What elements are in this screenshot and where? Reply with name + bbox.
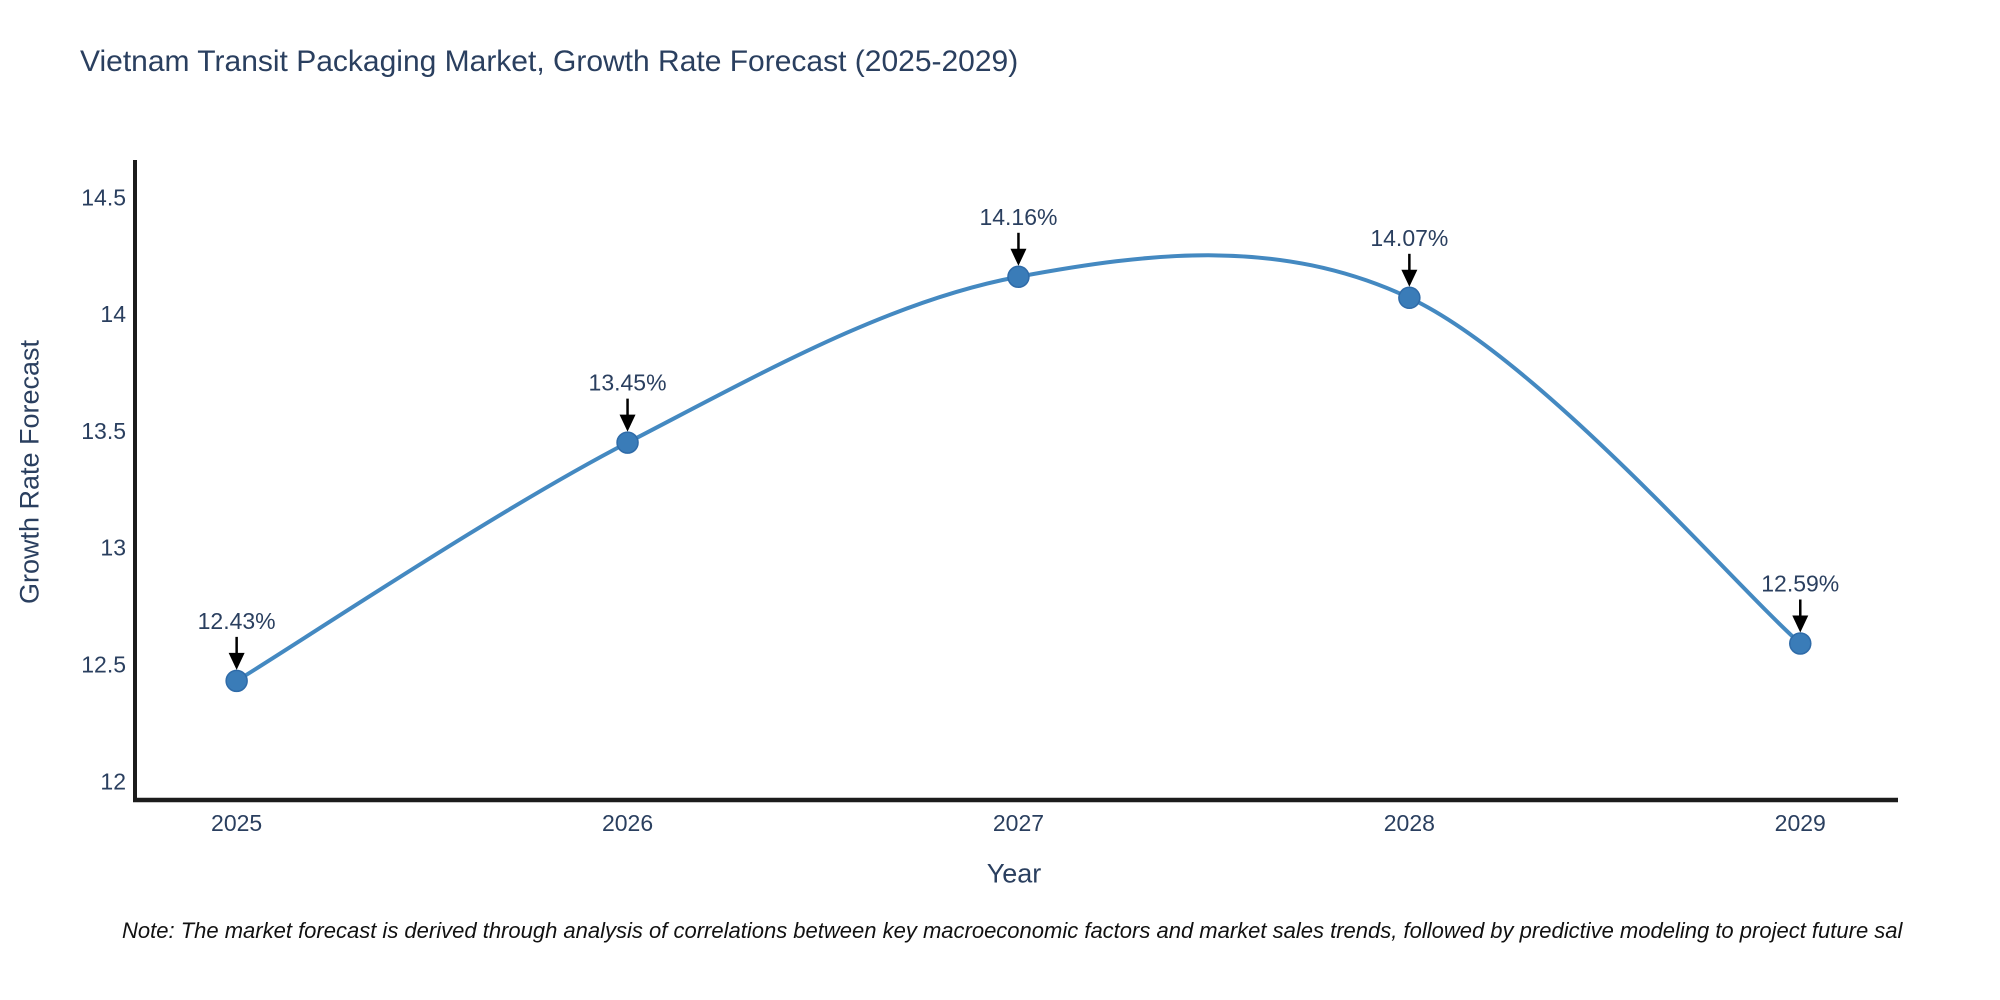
y-tick-label: 12.5 bbox=[81, 652, 126, 678]
chart-title: Vietnam Transit Packaging Market, Growth… bbox=[80, 45, 1019, 78]
x-tick-label: 2029 bbox=[1775, 810, 1826, 836]
y-tick-label: 13 bbox=[100, 535, 126, 561]
data-point-marker[interactable] bbox=[1398, 286, 1421, 310]
data-point-marker[interactable] bbox=[225, 669, 248, 693]
y-tick-label: 14.5 bbox=[81, 184, 126, 210]
x-tick-label: 2028 bbox=[1384, 810, 1435, 836]
data-point-marker[interactable] bbox=[1007, 265, 1030, 289]
y-tick-label: 12 bbox=[100, 768, 126, 794]
y-tick-label: 14 bbox=[100, 301, 126, 327]
x-tick-label: 2026 bbox=[602, 810, 653, 836]
annotation-arrowhead-icon bbox=[1010, 248, 1027, 266]
x-tick-label: 2025 bbox=[211, 810, 262, 836]
annotation-label: 12.59% bbox=[1761, 571, 1839, 597]
series-line bbox=[234, 253, 1803, 683]
annotation-label: 14.07% bbox=[1370, 225, 1448, 251]
annotation-label: 12.43% bbox=[198, 608, 276, 634]
annotation-label: 14.16% bbox=[979, 204, 1057, 230]
annotation-arrowhead-icon bbox=[1401, 269, 1418, 287]
footnote: Note: The market forecast is derived thr… bbox=[122, 918, 1903, 943]
data-point-marker[interactable] bbox=[616, 431, 639, 454]
data-point-marker[interactable] bbox=[1789, 632, 1812, 655]
x-axis-title: Year bbox=[986, 858, 1042, 889]
x-tick-label: 2027 bbox=[993, 810, 1044, 836]
annotation-arrowhead-icon bbox=[1792, 615, 1809, 633]
annotation-arrowhead-icon bbox=[619, 414, 636, 432]
annotation-label: 13.45% bbox=[589, 370, 667, 396]
annotation-arrowhead-icon bbox=[228, 652, 245, 670]
y-tick-label: 13.5 bbox=[81, 418, 126, 444]
